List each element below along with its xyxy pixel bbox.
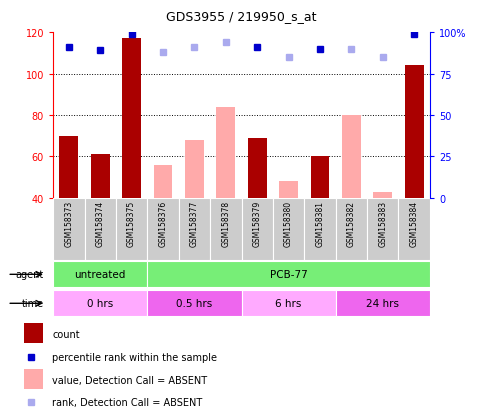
- Bar: [242, 198, 273, 260]
- Bar: [147, 291, 242, 316]
- Bar: [367, 198, 398, 260]
- Text: GSM158381: GSM158381: [315, 200, 325, 246]
- Bar: [342, 116, 361, 198]
- Bar: [24, 369, 43, 389]
- Bar: [116, 198, 147, 260]
- Text: GSM158379: GSM158379: [253, 200, 262, 246]
- Text: agent: agent: [15, 270, 43, 280]
- Bar: [248, 138, 267, 198]
- Bar: [24, 323, 43, 344]
- Bar: [122, 39, 141, 198]
- Text: GSM158382: GSM158382: [347, 200, 356, 246]
- Bar: [53, 198, 85, 260]
- Text: time: time: [21, 299, 43, 309]
- Bar: [373, 192, 392, 198]
- Bar: [210, 198, 242, 260]
- Text: GSM158376: GSM158376: [158, 200, 168, 246]
- Bar: [59, 136, 78, 198]
- Text: 0 hrs: 0 hrs: [87, 298, 114, 308]
- Bar: [273, 198, 304, 260]
- Bar: [405, 66, 424, 198]
- Bar: [336, 198, 367, 260]
- Text: value, Detection Call = ABSENT: value, Detection Call = ABSENT: [52, 375, 207, 385]
- Bar: [242, 291, 336, 316]
- Text: 0.5 hrs: 0.5 hrs: [176, 298, 213, 308]
- Bar: [185, 140, 204, 198]
- Bar: [147, 198, 179, 260]
- Bar: [179, 198, 210, 260]
- Text: untreated: untreated: [74, 269, 126, 279]
- Text: PCB-77: PCB-77: [270, 269, 308, 279]
- Text: rank, Detection Call = ABSENT: rank, Detection Call = ABSENT: [52, 398, 202, 408]
- Text: GSM158384: GSM158384: [410, 200, 419, 246]
- Text: 6 hrs: 6 hrs: [275, 298, 302, 308]
- Text: percentile rank within the sample: percentile rank within the sample: [52, 352, 217, 362]
- Bar: [154, 165, 172, 198]
- Text: count: count: [52, 330, 80, 339]
- Text: GSM158377: GSM158377: [190, 200, 199, 246]
- Text: GDS3955 / 219950_s_at: GDS3955 / 219950_s_at: [166, 10, 317, 23]
- Bar: [91, 155, 110, 198]
- Bar: [216, 107, 235, 198]
- Text: GSM158374: GSM158374: [96, 200, 105, 246]
- Bar: [336, 291, 430, 316]
- Bar: [85, 198, 116, 260]
- Bar: [147, 262, 430, 287]
- Text: GSM158373: GSM158373: [64, 200, 73, 246]
- Text: 24 hrs: 24 hrs: [366, 298, 399, 308]
- Bar: [398, 198, 430, 260]
- Text: GSM158380: GSM158380: [284, 200, 293, 246]
- Bar: [53, 262, 147, 287]
- Text: GSM158378: GSM158378: [221, 200, 230, 246]
- Bar: [311, 157, 329, 198]
- Bar: [304, 198, 336, 260]
- Bar: [279, 182, 298, 198]
- Text: GSM158383: GSM158383: [378, 200, 387, 246]
- Bar: [53, 291, 147, 316]
- Text: GSM158375: GSM158375: [127, 200, 136, 246]
